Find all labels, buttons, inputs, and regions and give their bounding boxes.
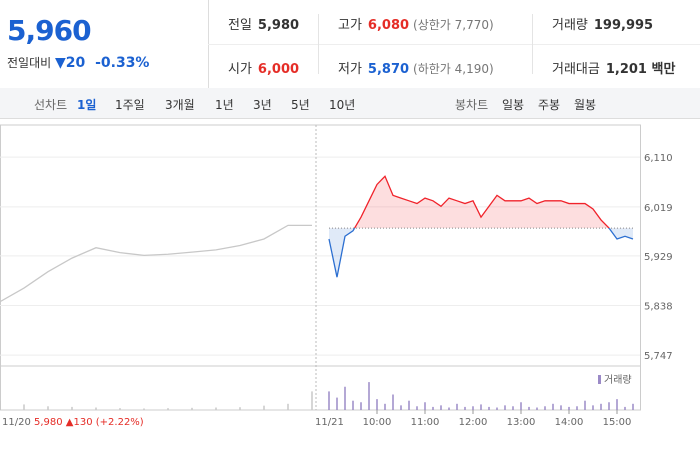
change-rate: -0.33% xyxy=(95,55,150,71)
price-line xyxy=(0,224,312,303)
x-tick-label: 10:00 xyxy=(363,417,392,428)
stat-label: 고가 xyxy=(338,18,362,33)
x-tick-label: 11:00 xyxy=(411,417,440,428)
stat-note: (하한가 4,190) xyxy=(413,62,494,76)
stat-note: (상한가 7,770) xyxy=(413,18,494,32)
x-tick-label: 15:00 xyxy=(603,417,632,428)
day-label: 11/20 xyxy=(2,417,31,428)
stat-label: 시가 xyxy=(228,62,252,77)
day-label: 11/21 xyxy=(315,417,344,428)
change-label: 전일대비 xyxy=(7,56,52,70)
tab[interactable]: 일봉 xyxy=(502,98,525,112)
stat-label: 거래량 xyxy=(552,18,588,33)
legend-label: 거래량 xyxy=(604,374,632,386)
change-value: ▼20 xyxy=(55,55,86,71)
x-tick-label: 14:00 xyxy=(555,417,584,428)
tab[interactable]: 5년 xyxy=(291,98,310,112)
stat: 시가 6,000 xyxy=(228,58,299,77)
stat-value: 5,870 xyxy=(367,62,410,77)
tab-group-label: 봉차트 xyxy=(455,98,489,112)
y-tick-label: 6,019 xyxy=(644,203,673,214)
tab[interactable]: 1일 xyxy=(77,98,97,112)
day-summary: 5,980 ▲130 (+2.22%) xyxy=(34,417,144,428)
stat-label: 저가 xyxy=(338,62,362,77)
price-area xyxy=(354,176,609,229)
stat: 저가 5,870 (하한가 4,190) xyxy=(338,58,494,77)
stat-value: 199,995 xyxy=(593,18,654,33)
change: 전일대비 ▼20 -0.33% xyxy=(7,54,149,71)
tab-bar: 선차트 1일 1주일 3개월 1년 3년 5년 10년 봉차트 일봉 주봉 월봉 xyxy=(0,88,700,119)
stat-value: 6,000 xyxy=(257,62,300,77)
tab[interactable]: 1년 xyxy=(215,98,234,112)
tab[interactable]: 3개월 xyxy=(165,98,195,112)
stat-label: 거래대금 xyxy=(552,62,600,77)
y-tick-label: 5,929 xyxy=(644,252,673,263)
tab-group-label: 선차트 xyxy=(34,98,68,112)
chart: 6,110 6,019 5,929 5,838 5,747 11/20 11/21 10:00… xyxy=(0,124,673,428)
stat: 거래대금 1,201 백만 xyxy=(552,58,675,77)
plot-frame xyxy=(0,124,641,411)
tab[interactable]: 1주일 xyxy=(115,98,145,112)
tab[interactable]: 주봉 xyxy=(538,98,561,112)
stat-label: 전일 xyxy=(228,18,252,33)
price-line xyxy=(353,175,610,229)
stat-value: 6,080 xyxy=(367,18,410,33)
y-tick-label: 5,838 xyxy=(644,302,673,313)
stat: 고가 6,080 (상한가 7,770) xyxy=(338,14,494,33)
stat: 전일 5,980 xyxy=(228,14,299,33)
price: 5,960 xyxy=(7,14,92,47)
quote-header: 5,960 전일대비 ▼20 -0.33% 전일 5,980 고가 6,080 (상한가… xyxy=(0,0,700,89)
stat-value: 1,201 백만 xyxy=(605,62,676,77)
stat-value: 5,980 xyxy=(257,18,300,33)
y-tick-label: 6,110 xyxy=(644,153,673,164)
x-tick-label: 12:00 xyxy=(459,417,488,428)
x-tick-label: 13:00 xyxy=(507,417,536,428)
tab[interactable]: 10년 xyxy=(329,98,356,112)
stat: 거래량 199,995 xyxy=(552,14,653,33)
tab[interactable]: 3년 xyxy=(253,98,272,112)
tab[interactable]: 월봉 xyxy=(574,98,597,112)
y-tick-label: 5,747 xyxy=(644,351,673,362)
legend-swatch xyxy=(598,375,601,384)
